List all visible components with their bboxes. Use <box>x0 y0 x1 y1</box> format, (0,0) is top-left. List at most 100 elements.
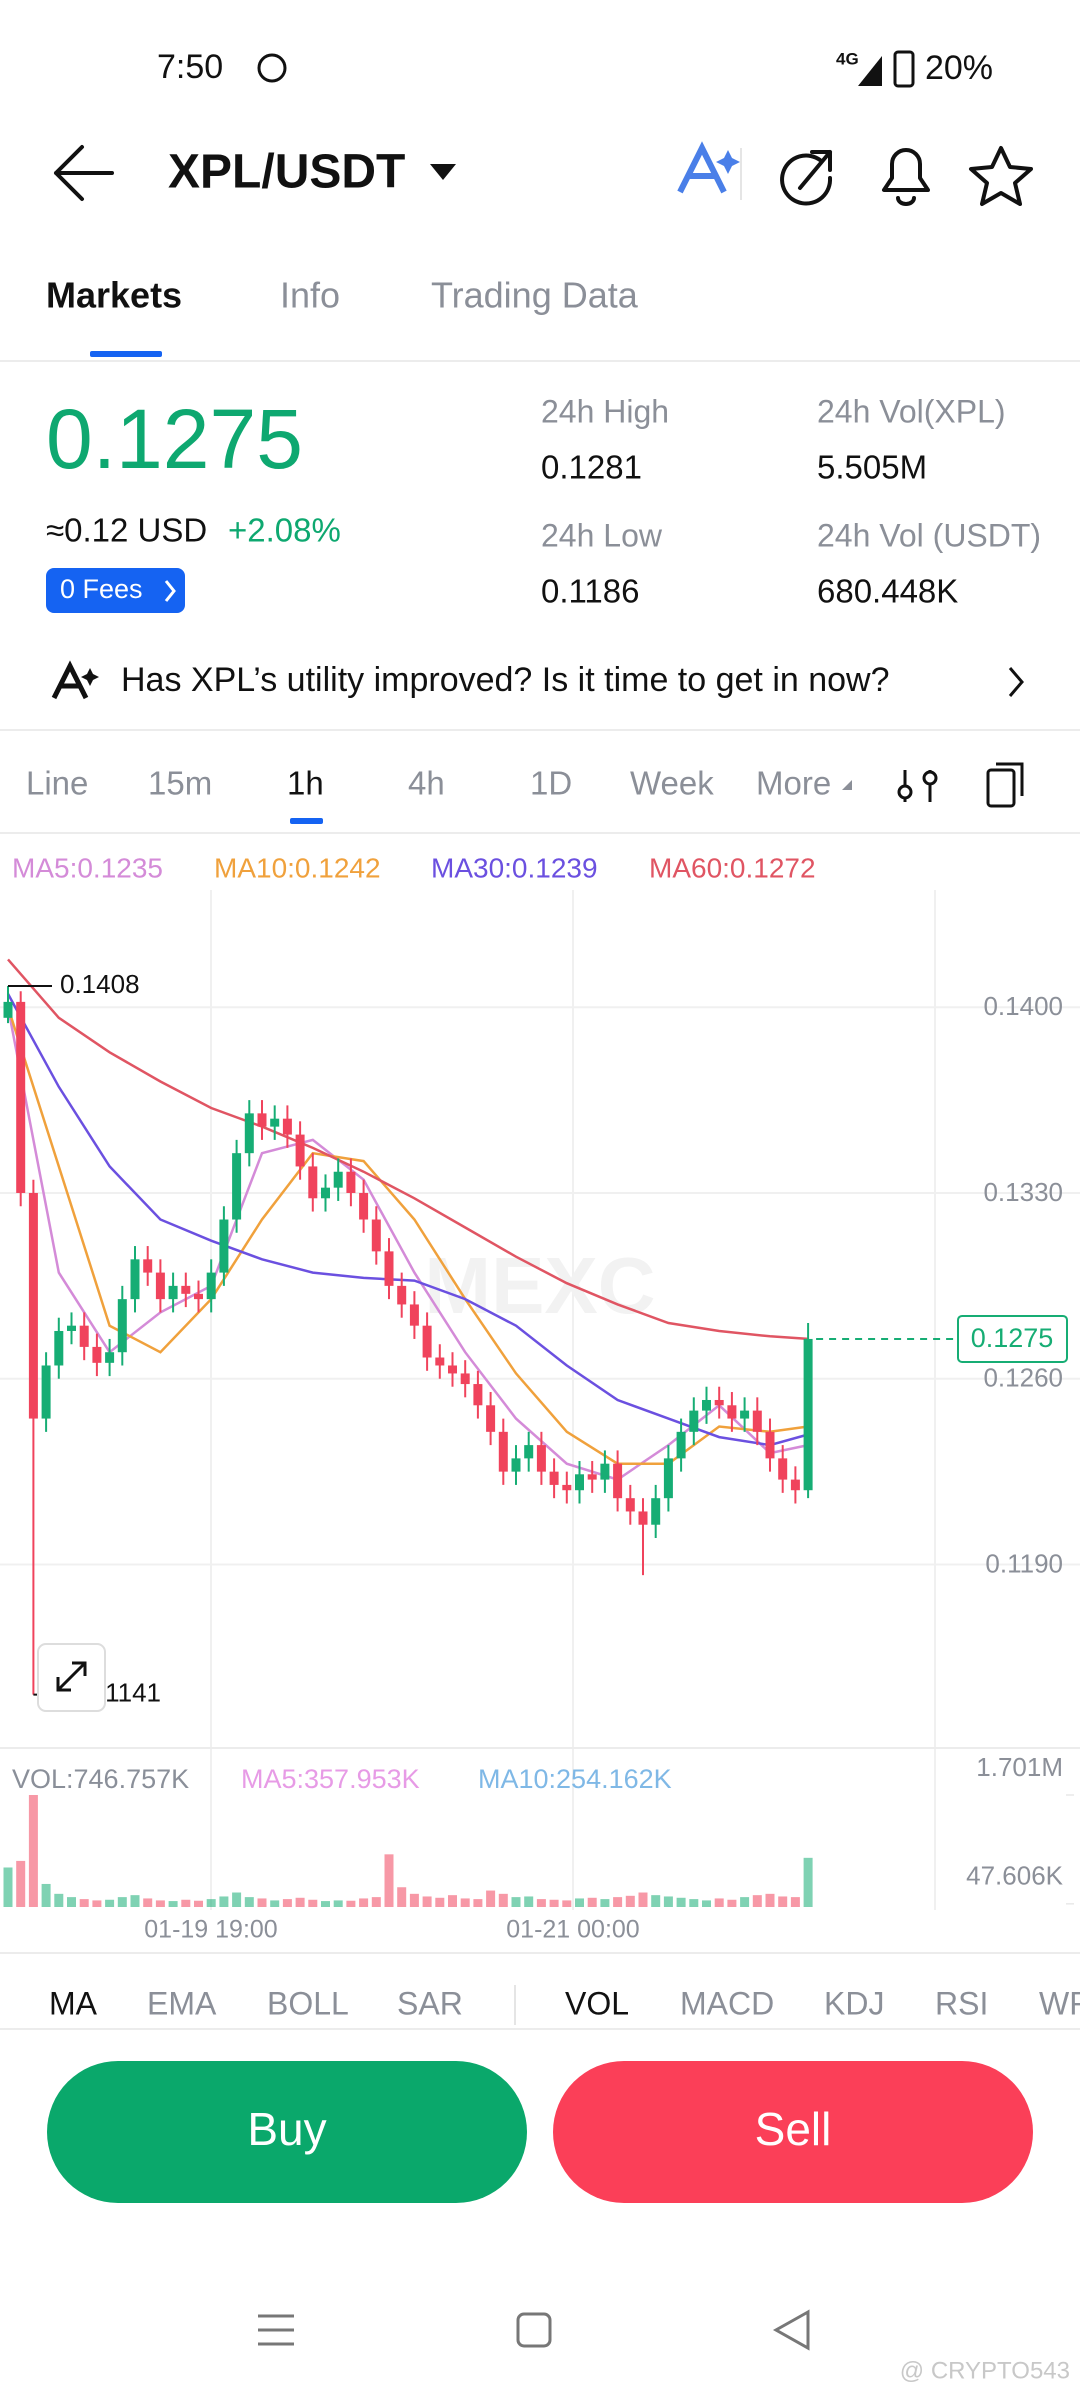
candle-body <box>384 1251 394 1286</box>
buy-label[interactable]: Buy <box>247 2103 326 2155</box>
candle-body <box>346 1171 356 1193</box>
volume-bar <box>92 1900 102 1907</box>
volume-bar <box>448 1895 457 1907</box>
stat-label: 24h High <box>541 393 669 429</box>
candle-body <box>651 1498 661 1525</box>
chart-watermark: MEXC <box>424 1241 655 1330</box>
volume-bar <box>321 1901 330 1907</box>
fees-text[interactable]: 0 Fees <box>60 574 143 604</box>
share-icon[interactable] <box>780 150 833 206</box>
indicator-tab[interactable]: EMA <box>147 1985 217 2021</box>
indicator-tab[interactable]: MA <box>49 1985 98 2021</box>
indicator-tab[interactable]: SAR <box>397 1985 463 2021</box>
candle-body <box>663 1458 673 1499</box>
back-button[interactable] <box>54 145 114 201</box>
volume-bar <box>346 1900 356 1907</box>
volume-bar <box>803 1857 813 1907</box>
candle-body <box>54 1330 64 1366</box>
nav-menu[interactable] <box>258 2314 294 2346</box>
candle-body <box>321 1187 330 1199</box>
favorite-icon[interactable] <box>969 146 1033 206</box>
candle-body <box>232 1153 242 1220</box>
candle-body <box>790 1479 800 1491</box>
volume-tick-label: 1.701M <box>976 1752 1063 1782</box>
volume-tick-label: 47.606K <box>966 1861 1064 1891</box>
pair-title[interactable]: XPL/USDT <box>168 146 405 199</box>
ma-legend: MA5:0.1235 <box>12 852 163 883</box>
banner-icon <box>51 660 99 700</box>
interval-tab[interactable]: 1h <box>287 765 324 802</box>
last-price: 0.1275 <box>46 392 303 486</box>
tab[interactable]: Markets <box>46 275 182 316</box>
volume-bar <box>778 1896 788 1907</box>
candle-body <box>308 1166 318 1199</box>
clock: 7:50 <box>157 48 223 86</box>
expand-button[interactable] <box>37 1643 106 1712</box>
candle-body <box>28 1192 38 1419</box>
volume-bar <box>511 1897 521 1907</box>
volume-bar <box>714 1898 724 1907</box>
volume-bar <box>16 1860 26 1907</box>
volume-bar <box>181 1899 191 1907</box>
sell-button[interactable] <box>553 2061 1033 2203</box>
y-tick-label: 0.1400 <box>983 991 1063 1021</box>
volume-bar <box>270 1900 280 1907</box>
volume-bar <box>257 1898 267 1907</box>
volume-bar <box>143 1898 153 1907</box>
stat-label: 24h Vol (USDT) <box>817 517 1041 553</box>
price-change: +2.08% <box>228 512 341 549</box>
candle-body <box>168 1285 178 1300</box>
candle-body <box>206 1272 216 1300</box>
candle-body <box>130 1259 140 1300</box>
volume-bar <box>117 1897 127 1907</box>
alert-icon[interactable] <box>882 148 930 206</box>
sell-label[interactable]: Sell <box>755 2103 832 2155</box>
volume-bar <box>587 1897 597 1907</box>
candle-body <box>536 1445 546 1472</box>
interval-tab[interactable]: Line <box>26 765 88 802</box>
interval-tab[interactable]: 15m <box>148 765 212 802</box>
nav-home[interactable] <box>516 2312 552 2348</box>
candle-body <box>371 1219 381 1252</box>
tab[interactable]: Info <box>280 275 340 316</box>
ai-icon[interactable] <box>677 141 740 194</box>
last-price-box <box>957 1314 1068 1363</box>
indicator-tab[interactable]: RSI <box>935 1985 988 2021</box>
volume-bar <box>676 1897 686 1907</box>
indicator-tab[interactable]: KDJ <box>824 1985 884 2021</box>
interval-tab[interactable]: 4h <box>408 765 445 802</box>
indicator-settings-icon[interactable] <box>897 770 938 802</box>
volume-bar <box>765 1893 775 1907</box>
tab[interactable]: Trading Data <box>431 275 639 316</box>
volume-bar <box>740 1897 750 1907</box>
signal-icon <box>858 56 882 86</box>
ma-legend: MA60:0.1272 <box>649 852 816 883</box>
interval-tab[interactable]: Week <box>630 765 714 802</box>
banner-chevron[interactable] <box>1008 667 1024 697</box>
interval-tab[interactable]: 1D <box>530 765 572 802</box>
banner-text[interactable]: Has XPL’s utility improved? Is it time t… <box>121 661 890 699</box>
interval-indicator <box>290 818 323 824</box>
candle-body <box>752 1410 762 1432</box>
chart-layout-icon[interactable] <box>986 762 1024 808</box>
volume-bar <box>130 1895 140 1907</box>
buy-button[interactable] <box>47 2061 527 2203</box>
volume-bar <box>435 1897 445 1907</box>
interval-tab[interactable]: More <box>756 765 831 802</box>
candle-body <box>740 1410 750 1419</box>
indicator-tab[interactable]: MACD <box>680 1985 774 2021</box>
candle-body <box>803 1338 813 1491</box>
volume-bar <box>549 1899 559 1907</box>
candle-body <box>638 1511 648 1525</box>
pair-dropdown[interactable] <box>430 164 456 180</box>
ma-legend: MA30:0.1239 <box>431 852 598 883</box>
fees-badge[interactable] <box>46 568 185 613</box>
network-type: 4G <box>836 49 859 68</box>
indicator-tab[interactable]: VOL <box>565 1985 629 2021</box>
candle-body <box>778 1458 788 1480</box>
nav-back[interactable] <box>772 2309 810 2351</box>
indicator-tab[interactable]: WR <box>1039 1985 1080 2021</box>
ma-line <box>6 1006 809 1481</box>
indicator-tab[interactable]: BOLL <box>267 1985 349 2021</box>
candle-body <box>181 1285 191 1294</box>
